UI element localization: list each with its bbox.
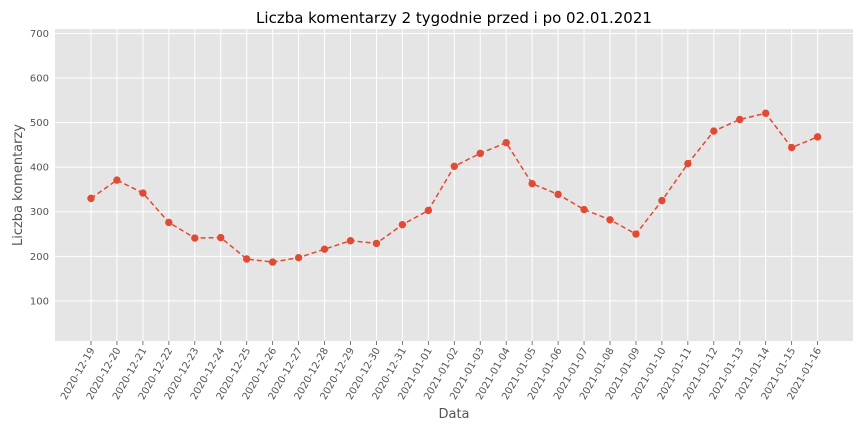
data-point: [502, 138, 510, 147]
data-point: [787, 143, 796, 152]
data-point: [658, 196, 666, 205]
data-point: [710, 127, 718, 135]
y-axis-label: Liczba komentarzy: [11, 124, 26, 246]
data-point: [87, 194, 95, 203]
data-point: [813, 133, 822, 141]
data-point: [606, 216, 614, 224]
data-point: [762, 109, 770, 117]
y-tick-label: 500: [30, 118, 49, 129]
x-tick-labels: 2020-12-192020-12-202020-12-212020-12-22…: [59, 341, 824, 402]
data-point: [346, 237, 355, 245]
data-point: [372, 239, 381, 248]
data-point: [165, 218, 173, 227]
data-point: [113, 176, 121, 184]
data-point: [398, 220, 407, 229]
data-point: [243, 255, 251, 263]
data-point: [139, 189, 147, 197]
data-point: [632, 230, 640, 238]
y-tick-labels: 100 200 300 400 500 600 700: [30, 29, 49, 307]
data-point: [736, 115, 744, 124]
chart-title: Liczba komentarzy 2 tygodnie przed i po …: [256, 9, 652, 27]
data-point: [554, 190, 562, 199]
y-tick-label: 300: [30, 207, 49, 218]
y-tick-label: 100: [30, 296, 49, 307]
data-point: [268, 258, 277, 266]
data-point: [320, 245, 329, 253]
data-point: [684, 159, 692, 168]
y-tick-label: 600: [30, 74, 49, 85]
data-point: [294, 253, 303, 262]
grid: [55, 29, 853, 341]
y-tick-label: 400: [30, 163, 49, 174]
y-tick-label: 700: [30, 29, 49, 40]
data-point: [580, 205, 588, 214]
data-point: [191, 234, 199, 242]
x-axis-label: Data: [438, 407, 469, 422]
data-point: [528, 179, 536, 188]
data-points: [87, 109, 822, 266]
data-point: [476, 149, 484, 158]
data-point: [450, 162, 458, 170]
data-point: [424, 206, 433, 215]
data-point: [217, 233, 225, 242]
y-tick-label: 200: [30, 252, 49, 263]
